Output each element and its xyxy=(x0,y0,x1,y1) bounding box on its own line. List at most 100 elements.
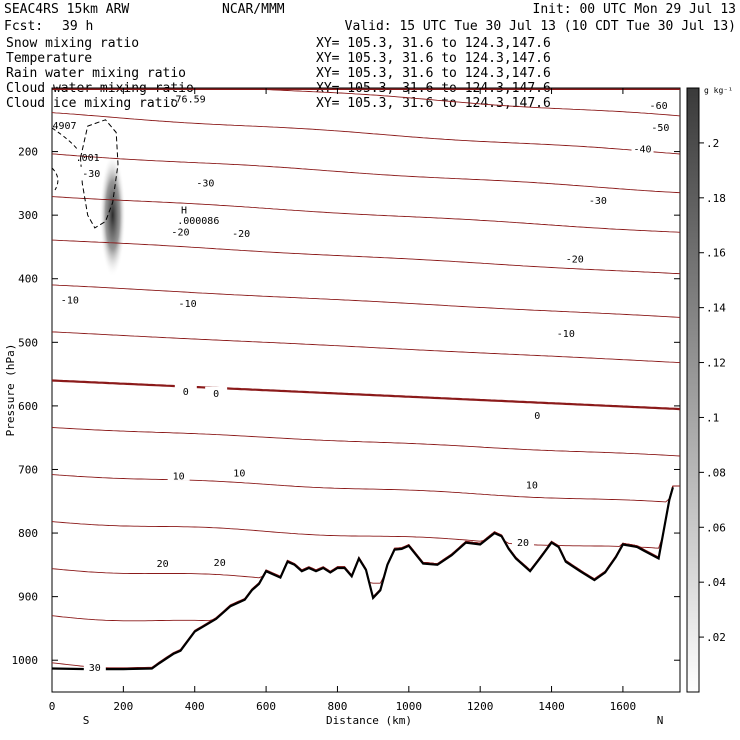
x-tick-label: 800 xyxy=(328,700,348,713)
isotherm-label-bg xyxy=(205,386,228,398)
isotherm-label: 0 xyxy=(534,411,540,422)
colorbar-tick-label: .16 xyxy=(706,247,726,260)
annotation-label: 4907 xyxy=(52,121,76,132)
x-tick-label: 200 xyxy=(113,700,133,713)
annotation-label: .001 xyxy=(76,153,100,164)
legend-xy-temperature: XY= 105.3, 31.6 to 124.3,147.6 xyxy=(316,51,551,66)
isotherm-label-bg xyxy=(169,225,192,237)
init-time: Init: 00 UTC Mon 29 Jul 13 xyxy=(533,2,737,17)
terrain-line xyxy=(52,486,674,671)
forecast-label: Fcst: xyxy=(4,19,43,34)
plot-area: -76.59 -60 -50 -40 -30 -30 -30 -20 -20 -20 -10 -10 -… xyxy=(52,88,680,674)
y-tick-label: 300 xyxy=(18,209,38,222)
isotherm-label-bg xyxy=(520,478,543,490)
isotherm-label: 10 xyxy=(233,468,245,479)
y-tick-label: 1000 xyxy=(12,654,39,667)
y-tick-label: 500 xyxy=(18,336,38,349)
isotherm-label-bg xyxy=(58,293,81,305)
legend: Snow mixing ratio XY= 105.3, 31.6 to 124… xyxy=(6,36,551,111)
isotherm-label: 0 xyxy=(183,387,189,398)
isotherm-label: -60 xyxy=(650,101,668,112)
isotherm-label: -76.59 xyxy=(170,94,206,105)
isotherm-label-bg xyxy=(80,166,103,178)
isotherm-15c xyxy=(52,485,680,549)
legend-xy-snow: XY= 105.3, 31.6 to 124.3,147.6 xyxy=(316,36,551,51)
isotherm-label-bg xyxy=(176,92,199,104)
cloud-ice-contour-edge xyxy=(52,127,79,191)
isotherm-label-bg xyxy=(194,176,217,188)
legend-xy-cloud-ice: XY= 105.3, 31.6 to 124.3,147.6 xyxy=(316,96,551,111)
colorbar-tick-label: .2 xyxy=(706,137,719,150)
forecast-hour: 39 h xyxy=(62,19,93,34)
colorbar-tick-label: .02 xyxy=(706,631,726,644)
colorbar-tick-label: .18 xyxy=(706,192,726,205)
isotherm-label-bg xyxy=(167,469,190,481)
legend-name-snow: Snow mixing ratio xyxy=(6,36,139,51)
isotherm-label-bg xyxy=(554,327,577,339)
isotherm-10c xyxy=(52,474,680,503)
isotherm-label: 20 xyxy=(157,559,169,570)
isotherm-25c xyxy=(52,485,680,622)
x-tick-label: 1000 xyxy=(396,700,423,713)
colorbar-units: g kg⁻¹ xyxy=(704,86,733,95)
isotherm-30c xyxy=(52,485,680,669)
y-tick-label: 700 xyxy=(18,463,38,476)
colorbar: g kg⁻¹ .02 .04 .06 .08 .1 .12 .14 .16 .18 .2 xyxy=(686,86,733,693)
isotherm-label-bg xyxy=(176,297,199,309)
isotherm-label-bg xyxy=(83,660,106,672)
colorbar-ramp xyxy=(686,87,700,693)
isotherm-label-bg xyxy=(563,252,586,264)
isotherm-label: -20 xyxy=(171,227,189,238)
isotherm-label-bg xyxy=(208,555,231,567)
valid-time: Valid: 15 UTC Tue 30 Jul 13 (10 CDT Tue … xyxy=(345,19,736,34)
isotherm-label: -10 xyxy=(557,329,575,340)
colorbar-tick-label: .04 xyxy=(706,576,726,589)
y-tick-label: 400 xyxy=(18,273,38,286)
x-tick-label: 1400 xyxy=(538,700,565,713)
isotherm-label-bg xyxy=(174,384,197,396)
isotherm-label-bg xyxy=(649,121,672,133)
colorbar-tick-label: .1 xyxy=(706,411,719,424)
annotation-label: H xyxy=(181,206,187,217)
isotherm-m35c xyxy=(52,88,680,117)
isotherm-label-bg xyxy=(647,98,670,110)
isotherm-label: -20 xyxy=(566,255,584,266)
x-tick-label: 400 xyxy=(185,700,205,713)
x-tick-label: 1600 xyxy=(610,700,637,713)
isotherm-m25c xyxy=(52,153,680,194)
isotherm-label-bg xyxy=(228,466,251,478)
isotherm-label: -30 xyxy=(82,169,100,180)
legend-xy-rain: XY= 105.3, 31.6 to 124.3,147.6 xyxy=(316,66,551,81)
colorbar-tick-label: .12 xyxy=(706,357,726,370)
isotherm-label: -50 xyxy=(651,123,669,134)
isotherm-label-bg xyxy=(151,557,174,569)
isotherm-label: 30 xyxy=(89,663,101,674)
y-tick-label: 900 xyxy=(18,591,38,604)
isotherm-m30c xyxy=(52,112,680,155)
y-tick-label: 800 xyxy=(18,527,38,540)
y-tick-label: 200 xyxy=(18,146,38,159)
isotherm-5c xyxy=(52,427,680,457)
y-tick-label: 600 xyxy=(18,400,38,413)
isotherm-label: 10 xyxy=(173,471,185,482)
y-axis-title: Pressure (hPa) xyxy=(4,344,17,437)
x-axis-title: Distance (km) xyxy=(326,714,412,727)
plot-frame xyxy=(51,87,681,693)
isotherm-label: -30 xyxy=(589,196,607,207)
isotherm-m10c xyxy=(52,284,680,318)
x-tick-label: 0 xyxy=(49,700,56,713)
legend-name-rain: Rain water mixing ratio xyxy=(6,66,186,81)
isotherm-m20c xyxy=(52,196,680,233)
isotherm-label-bg xyxy=(631,142,654,154)
snow-mixing-ratio-shading xyxy=(99,153,126,278)
isotherm-label: -20 xyxy=(232,229,250,240)
isotherm-label: -10 xyxy=(61,295,79,306)
isotherm-label-bg xyxy=(230,227,253,239)
x-tick-label: 600 xyxy=(256,700,276,713)
isotherm-label: 0 xyxy=(213,389,219,400)
center-label: NCAR/MMM xyxy=(222,2,285,17)
south-label: S xyxy=(83,714,90,727)
axes: 0 200 400 600 800 1000 1200 1400 160020030040050… xyxy=(12,88,680,713)
colorbar-tick-label: .14 xyxy=(706,302,726,315)
isotherm-label: 20 xyxy=(214,558,226,569)
